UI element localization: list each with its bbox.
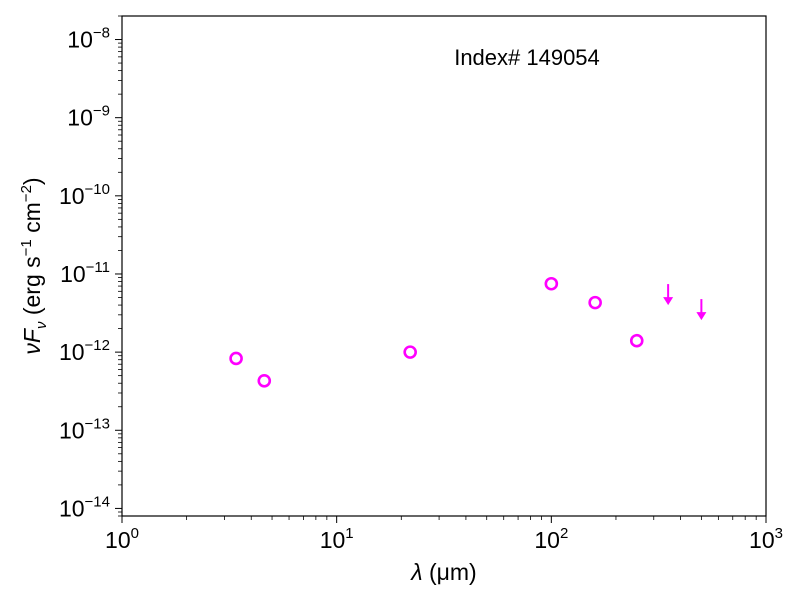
upper-limit-marker xyxy=(696,299,707,321)
y-axis-sup-2: −2 xyxy=(18,185,35,202)
y-tick-label: 10−11 xyxy=(60,259,110,287)
data-markers xyxy=(229,276,707,388)
y-tick-base: 10 xyxy=(67,27,93,53)
y-tick-base: 10 xyxy=(67,105,93,131)
y-tick-exponent: −12 xyxy=(85,337,110,354)
x-tick-exponent: 2 xyxy=(560,525,568,542)
y-tick-exponent: −8 xyxy=(93,25,110,42)
y-tick-exponent: −10 xyxy=(85,181,110,198)
y-tick-exponent: −13 xyxy=(85,415,110,432)
y-tick-label: 10−13 xyxy=(59,415,110,443)
y-axis-subscript: ν xyxy=(33,321,50,329)
y-tick-label: 10−12 xyxy=(59,337,110,365)
y-tick-base: 10 xyxy=(59,495,85,521)
y-tick-base: 10 xyxy=(59,339,85,365)
data-point xyxy=(629,333,644,348)
x-axis-unit: (μm) xyxy=(423,559,477,585)
upper-limit-arrowhead xyxy=(663,297,674,306)
x-tick-base: 10 xyxy=(749,527,775,553)
x-tick-label: 100 xyxy=(105,525,139,553)
x-tick-label: 102 xyxy=(534,525,568,553)
y-tick-base: 10 xyxy=(59,417,85,443)
y-tick-label: 10−14 xyxy=(59,493,110,521)
data-point xyxy=(544,276,559,291)
x-axis-label: λ (μm) xyxy=(409,559,476,585)
x-tick-label: 103 xyxy=(749,525,783,553)
x-tick-base: 10 xyxy=(105,527,131,553)
y-axis-unit-end: ) xyxy=(19,177,45,185)
upper-limit-marker xyxy=(663,284,674,306)
data-point xyxy=(229,351,243,366)
y-axis-unit-start: (erg s xyxy=(19,256,45,321)
y-tick-base: 10 xyxy=(60,261,86,287)
data-point xyxy=(257,373,272,388)
y-axis-symbol: νF xyxy=(19,327,45,355)
x-tick-exponent: 1 xyxy=(345,525,353,542)
y-tick-label: 10−9 xyxy=(67,103,110,131)
y-tick-exponent: −14 xyxy=(85,493,110,510)
y-tick-exponent: −9 xyxy=(93,103,110,120)
y-tick-label: 10−10 xyxy=(59,181,110,209)
index-annotation: Index# 149054 xyxy=(454,45,600,70)
x-tick-exponent: 3 xyxy=(775,525,783,542)
y-axis-label: νFν (erg s−1 cm−2) xyxy=(18,177,50,354)
y-axis-sup-1: −1 xyxy=(18,239,35,256)
axes-box xyxy=(121,15,767,517)
upper-limit-arrowhead xyxy=(696,312,707,321)
x-tick-label: 101 xyxy=(320,525,354,553)
plot-frame xyxy=(121,15,767,517)
y-axis-unit-mid: cm xyxy=(19,202,45,239)
x-axis-symbol: λ xyxy=(409,559,422,585)
x-tick-labels: 100 101 102 103 xyxy=(105,525,783,553)
x-tick-exponent: 0 xyxy=(131,525,139,542)
x-tick-base: 10 xyxy=(320,527,346,553)
y-tick-label: 10−8 xyxy=(67,25,110,53)
y-tick-base: 10 xyxy=(59,183,85,209)
data-point xyxy=(403,345,417,359)
data-point xyxy=(588,295,602,310)
tick-marks xyxy=(115,15,767,523)
x-tick-base: 10 xyxy=(534,527,560,553)
y-tick-exponent: −11 xyxy=(86,259,110,276)
